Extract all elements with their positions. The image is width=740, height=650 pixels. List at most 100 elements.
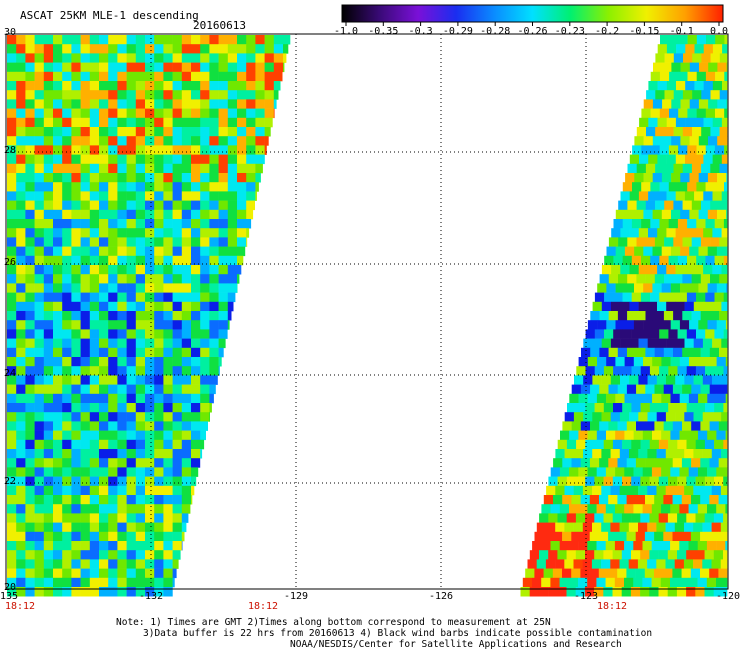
swath-cell: [16, 182, 26, 192]
swath-cell: [209, 163, 219, 174]
swath-cell: [117, 568, 127, 579]
swath-cell: [126, 182, 137, 192]
swath-cell: [16, 329, 26, 339]
swath-cell: [172, 182, 183, 192]
swath-cell: [714, 182, 725, 192]
swath-cell: [640, 476, 650, 487]
swath-cell: [34, 375, 45, 385]
swath-cell: [16, 550, 26, 560]
swath-cell: [71, 219, 81, 229]
swath-cell: [638, 412, 648, 422]
swath-cell: [108, 136, 118, 146]
swath-cell: [687, 71, 697, 82]
swath-cell: [145, 513, 155, 523]
swath-cell: [666, 228, 676, 238]
swath-cell: [566, 439, 577, 450]
swath-cell: [99, 265, 109, 275]
swath-cell: [682, 347, 692, 358]
swath-cell: [71, 191, 81, 201]
swath-cell: [163, 163, 173, 174]
swath-cell: [682, 384, 692, 395]
swath-cell: [126, 255, 137, 266]
swath-cell: [710, 163, 720, 174]
swath-cell: [246, 200, 255, 211]
swath-cell: [546, 485, 556, 496]
swath-cell: [108, 384, 118, 395]
swath-cell: [62, 421, 72, 431]
swath-cell: [181, 522, 187, 533]
swath-cell: [163, 292, 173, 303]
swath-cell: [553, 458, 563, 468]
swath-cell: [723, 550, 728, 560]
swath-cell: [660, 541, 671, 551]
swath-cell: [62, 53, 72, 63]
swath-cell: [16, 62, 26, 73]
swath-cell: [163, 200, 173, 211]
swath-cell: [181, 136, 192, 146]
swath-cell: [43, 375, 54, 385]
swath-cell: [172, 246, 183, 257]
swath-cell: [43, 265, 54, 275]
swath-cell: [703, 44, 714, 54]
swath-cell: [227, 228, 238, 238]
swath-cell: [135, 458, 146, 468]
swath-cell: [16, 559, 26, 569]
swath-cell: [126, 228, 137, 238]
swath-cell: [126, 53, 137, 63]
swath-cell: [585, 366, 595, 376]
swath-cell: [154, 154, 164, 165]
swath-cell: [145, 173, 155, 183]
swath-cell: [53, 311, 63, 321]
swath-cell: [99, 301, 109, 312]
swath-cell: [679, 541, 689, 551]
swath-cell: [601, 559, 611, 569]
swath-cell: [529, 550, 540, 560]
swath-cell: [255, 191, 257, 201]
swath-cell: [708, 99, 718, 109]
swath-cell: [670, 504, 680, 514]
swath-cell: [163, 495, 173, 505]
swath-cell: [163, 384, 173, 395]
swath-cell: [62, 467, 72, 477]
swath-cell: [25, 136, 35, 146]
swath-cell: [34, 476, 45, 487]
swath-cell: [685, 117, 695, 128]
swath-cell: [145, 384, 155, 395]
swath-cell: [693, 449, 703, 459]
swath-cell: [649, 476, 660, 487]
swath-cell: [135, 81, 146, 91]
swath-cell: [557, 513, 567, 523]
swath-cell: [53, 108, 63, 119]
swath-cell: [625, 173, 635, 183]
swath-cell: [712, 44, 723, 54]
swath-cell: [601, 301, 612, 312]
swath-cell: [631, 255, 642, 266]
swath-cell: [62, 329, 72, 339]
swath-cell: [145, 265, 155, 275]
swath-cell: [117, 237, 127, 247]
swath-cell: [675, 449, 685, 459]
swath-cell: [576, 403, 586, 413]
swath-cell: [669, 35, 679, 45]
swath-cell: [172, 393, 183, 404]
swath-cell: [686, 587, 696, 597]
swath-cell: [89, 449, 100, 459]
swath-cell: [657, 117, 667, 128]
swath-cell: [108, 301, 118, 312]
swath-cell: [255, 136, 265, 146]
swath-cell: [630, 587, 641, 597]
swath-cell: [117, 366, 127, 376]
swath-cell: [706, 577, 717, 588]
swath-cell: [80, 127, 91, 137]
swath-cell: [596, 467, 607, 477]
swath-cell: [16, 237, 26, 247]
swath-cell: [575, 587, 586, 597]
swath-cell: [670, 357, 681, 367]
swath-cell: [619, 559, 629, 569]
swath-cell: [624, 504, 634, 514]
swath-cell: [663, 421, 674, 431]
swath-cell: [264, 53, 275, 63]
swath-cell: [25, 145, 35, 155]
swath-cell: [7, 90, 17, 100]
swath-cell: [145, 44, 155, 54]
